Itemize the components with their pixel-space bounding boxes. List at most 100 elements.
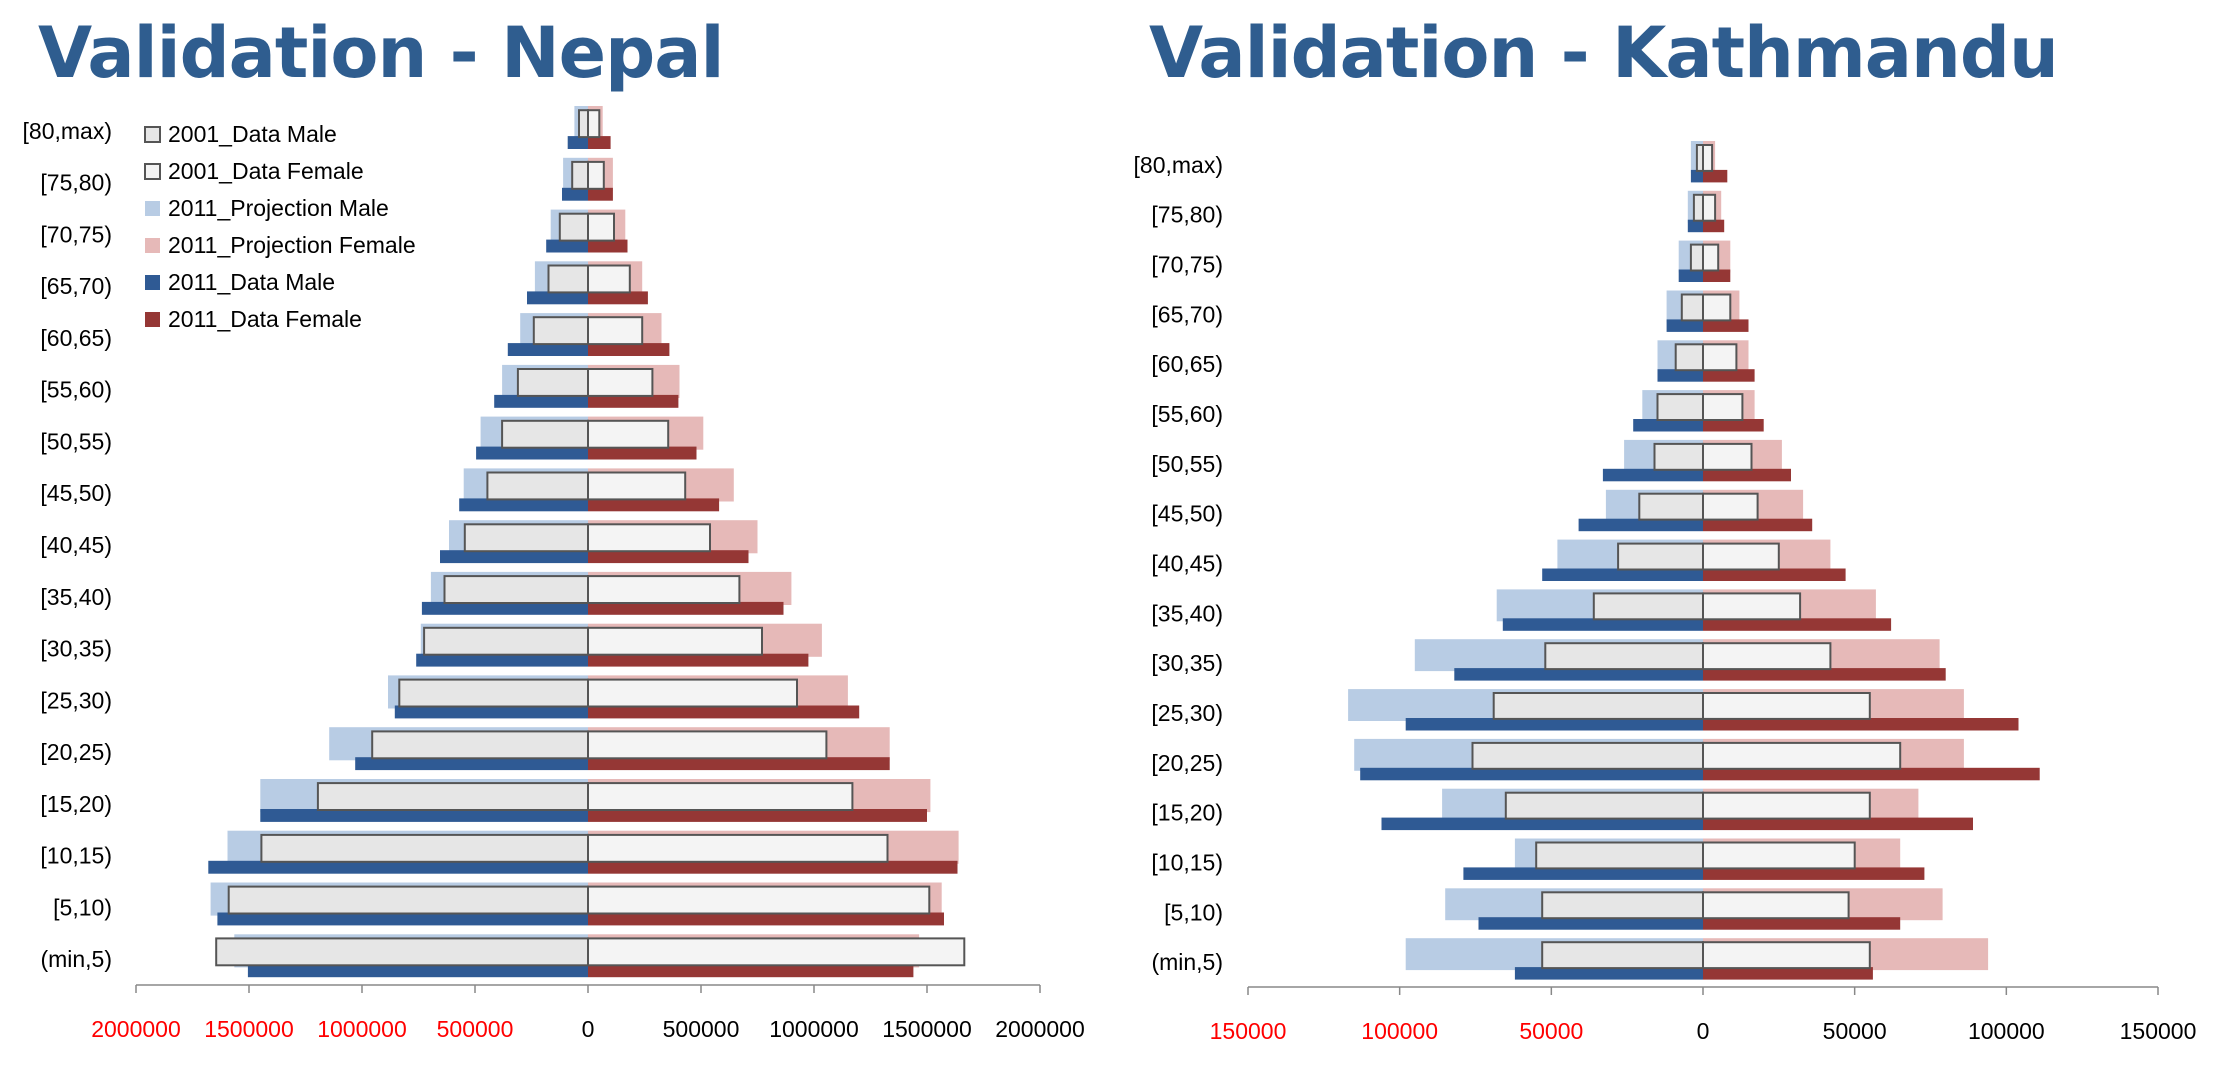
bar-2001-data-male-75-80 — [1692, 193, 1705, 222]
bar-2001-data-female-45-50 — [587, 471, 687, 501]
bar-2011-data-male-40-45 — [1542, 568, 1703, 581]
y-tick-label: [20,25) — [40, 739, 112, 765]
bar-2011-data-female-5-10 — [588, 912, 944, 926]
x-tick-label: 50000 — [1519, 1018, 1583, 1044]
bar-2001-data-male-60-65 — [1674, 343, 1705, 372]
bar-2011-data-male-50-55 — [1602, 468, 1703, 482]
bar-2011-data-male-15-20 — [1381, 817, 1703, 831]
bar-2011-data-male-80-max — [1690, 169, 1703, 183]
bar-2011-data-male-20-25 — [1360, 767, 1703, 781]
bar-2011-data-male-60-65 — [507, 343, 588, 356]
bar-2011-data-male-5-10 — [217, 912, 588, 926]
bar-2001-data-female-35-40 — [1702, 592, 1802, 621]
bar-2011-data-female-10-15 — [588, 860, 958, 874]
y-tick-label: [35,40) — [1151, 600, 1223, 626]
bar-2001-data-female-20-25 — [1702, 741, 1902, 770]
bar-2001-data-male-45-50 — [486, 471, 589, 501]
y-tick-label: [40,45) — [40, 532, 112, 558]
bar-2011-data-male-35-40 — [421, 601, 588, 615]
bar-2011-data-female-70-75 — [1703, 269, 1731, 282]
x-tick-label: 2000000 — [91, 1016, 181, 1042]
bar-2001-data-male-35-40 — [1592, 592, 1704, 621]
bar-2001-data-male-45-50 — [1638, 492, 1704, 521]
bar-2011-data-female-55-60 — [1703, 419, 1764, 432]
bar-2011-data-female-30-35 — [588, 653, 809, 667]
y-tick-label: [80,max) — [23, 118, 112, 144]
bar-2001-data-female-80-max — [587, 109, 601, 139]
bar-2011-data-male-30-35 — [416, 653, 588, 667]
y-tick-label: [30,35) — [40, 636, 112, 662]
bar-2001-data-male-70-75 — [558, 212, 590, 242]
bar-2011-data-male-20-25 — [355, 757, 588, 771]
bar-2001-data-male-15-20 — [316, 782, 589, 811]
y-tick-label: [55,60) — [1151, 401, 1223, 427]
legend-label-2011-projection-female: 2011_Projection Female — [168, 232, 416, 258]
bar-2011-data-male-50-55 — [476, 446, 588, 460]
bar-2011-data-male-80-max — [567, 136, 588, 149]
bar-2011-data-male-55-60 — [1633, 419, 1703, 432]
bar-2011-data-female-35-40 — [588, 601, 784, 615]
bar-2011-data-female-15-20 — [588, 809, 927, 822]
bar-2001-data-female-40-45 — [587, 523, 711, 553]
bar-2011-data-female-80-max — [1703, 169, 1728, 183]
bar-2001-data-male-65-70 — [547, 264, 589, 294]
y-tick-label: [15,20) — [40, 791, 112, 817]
y-tick-label: [25,30) — [1151, 700, 1223, 726]
bar-2001-data-male-min-5 — [215, 937, 589, 967]
bar-2001-data-male-5-10 — [1541, 891, 1705, 920]
bar-2001-data-female-50-55 — [1702, 442, 1753, 471]
bar-2001-data-female-30-35 — [1702, 642, 1832, 671]
bar-2011-data-female-65-70 — [1703, 319, 1749, 332]
bar-2011-data-male-65-70 — [1666, 319, 1703, 332]
legend-swatch-2011-projection-female — [145, 238, 160, 253]
y-tick-label: [5,10) — [1164, 899, 1223, 925]
bar-2011-data-female-50-55 — [588, 446, 697, 460]
bar-2011-data-female-75-80 — [588, 187, 613, 201]
legend-swatch-2001-data-male — [144, 126, 161, 143]
bar-2011-data-male-70-75 — [546, 239, 588, 253]
bar-2001-data-male-75-80 — [571, 160, 590, 190]
y-tick-label: [40,45) — [1151, 551, 1223, 577]
bar-2001-data-female-45-50 — [1702, 492, 1759, 521]
y-tick-label: [50,55) — [1151, 451, 1223, 477]
bar-2011-data-female-20-25 — [588, 757, 890, 771]
bar-2011-data-male-5-10 — [1478, 917, 1703, 930]
x-tick-label: 500000 — [437, 1016, 514, 1042]
bar-2001-data-male-55-60 — [516, 368, 590, 397]
x-tick-label: 50000 — [1823, 1018, 1887, 1044]
kathmandu-chart-title: Validation - Kathmandu — [1149, 12, 2059, 94]
y-tick-label: [45,50) — [1151, 501, 1223, 527]
bar-2011-data-female-25-30 — [588, 705, 860, 719]
x-tick-label: 2000000 — [995, 1016, 1085, 1042]
legend-label-2001-data-female: 2001_Data Female — [168, 158, 364, 184]
y-tick-label: [65,70) — [40, 273, 112, 299]
bar-2011-data-female-70-75 — [588, 239, 628, 253]
bar-2001-data-male-20-25 — [1471, 741, 1704, 770]
x-tick-label: 500000 — [663, 1016, 740, 1042]
bar-2011-data-male-75-80 — [1687, 219, 1703, 233]
bar-2011-data-male-min-5 — [1514, 967, 1703, 980]
legend-swatch-2001-data-female — [144, 163, 161, 180]
bar-2001-data-female-60-65 — [1702, 343, 1738, 372]
bar-2011-data-male-10-15 — [1463, 867, 1703, 880]
bar-2001-data-male-20-25 — [371, 730, 590, 760]
y-tick-label: [5,10) — [53, 894, 112, 920]
bar-2011-data-female-75-80 — [1703, 219, 1725, 233]
bar-2001-data-female-65-70 — [1702, 293, 1732, 322]
bar-2001-data-female-55-60 — [587, 368, 654, 397]
bar-2011-data-male-75-80 — [562, 187, 588, 201]
bar-2011-data-male-15-20 — [260, 809, 588, 822]
bar-2001-data-female-80-max — [1702, 144, 1714, 172]
legend-label-2011-data-female: 2011_Data Female — [168, 306, 362, 332]
bar-2001-data-male-30-35 — [423, 626, 589, 656]
bar-2001-data-male-80-max — [578, 109, 589, 139]
bar-2001-data-female-35-40 — [587, 575, 741, 604]
bar-2011-data-female-45-50 — [1703, 518, 1813, 532]
bar-2011-data-male-55-60 — [494, 394, 588, 408]
x-tick-label: 150000 — [1210, 1018, 1287, 1044]
bar-2001-data-male-30-35 — [1544, 642, 1704, 671]
bar-2001-data-male-5-10 — [227, 885, 589, 915]
y-tick-label: [70,75) — [40, 221, 112, 247]
bar-2011-data-female-25-30 — [1703, 718, 2019, 731]
y-tick-label: [10,15) — [1151, 849, 1223, 875]
